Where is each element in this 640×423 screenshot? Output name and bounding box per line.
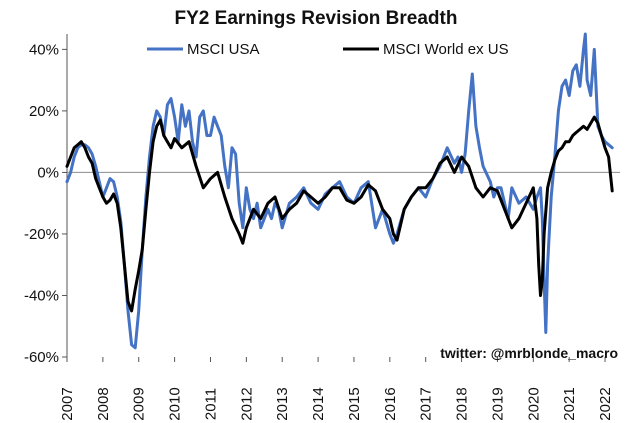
y-axis-tick-labels: 40% 20% 0% -20% -40% -60% <box>24 41 59 366</box>
x-tick-label: 2014 <box>310 387 327 420</box>
x-tick-label: 2016 <box>382 387 399 420</box>
y-tick-label: 0% <box>37 164 59 181</box>
x-tick-label: 2012 <box>238 387 255 420</box>
x-tick-label: 2018 <box>454 387 471 420</box>
series-lines <box>65 32 614 350</box>
series-line-msci-world-ex-us <box>65 115 614 313</box>
x-tick-label: 2013 <box>274 387 291 420</box>
x-tick-label: 2009 <box>131 387 148 420</box>
credit-text: twitter: @mrblonde_macro <box>440 345 618 361</box>
legend-label-msci-world-ex-us: MSCI World ex US <box>383 41 509 58</box>
x-tick-label: 2015 <box>346 387 363 420</box>
x-tick-label: 2017 <box>418 387 435 420</box>
x-tick-label: 2011 <box>202 388 219 420</box>
y-tick-label: -20% <box>24 226 59 243</box>
x-tick-label: 2019 <box>489 387 506 420</box>
legend: MSCI USA MSCI World ex US <box>147 41 509 58</box>
y-tick-label: 40% <box>29 41 59 58</box>
x-tick-label: 2022 <box>597 387 614 420</box>
chart-title: FY2 Earnings Revision Breadth <box>175 8 458 29</box>
y-tick-label: 20% <box>29 103 59 120</box>
x-tick-label: 2007 <box>59 387 76 420</box>
axes-group <box>62 34 620 362</box>
y-tick-label: -60% <box>24 349 59 366</box>
x-tick-label: 2010 <box>167 387 184 420</box>
x-tick-label: 2021 <box>561 387 578 420</box>
x-tick-label: 2008 <box>95 387 112 420</box>
x-axis-tick-labels: 2007 2008 2009 2010 2011 2012 2013 2014 2015 2016… <box>59 387 614 420</box>
x-tick-label: 2020 <box>525 387 542 420</box>
legend-label-msci-usa: MSCI USA <box>187 41 260 58</box>
y-tick-label: -40% <box>24 287 59 304</box>
